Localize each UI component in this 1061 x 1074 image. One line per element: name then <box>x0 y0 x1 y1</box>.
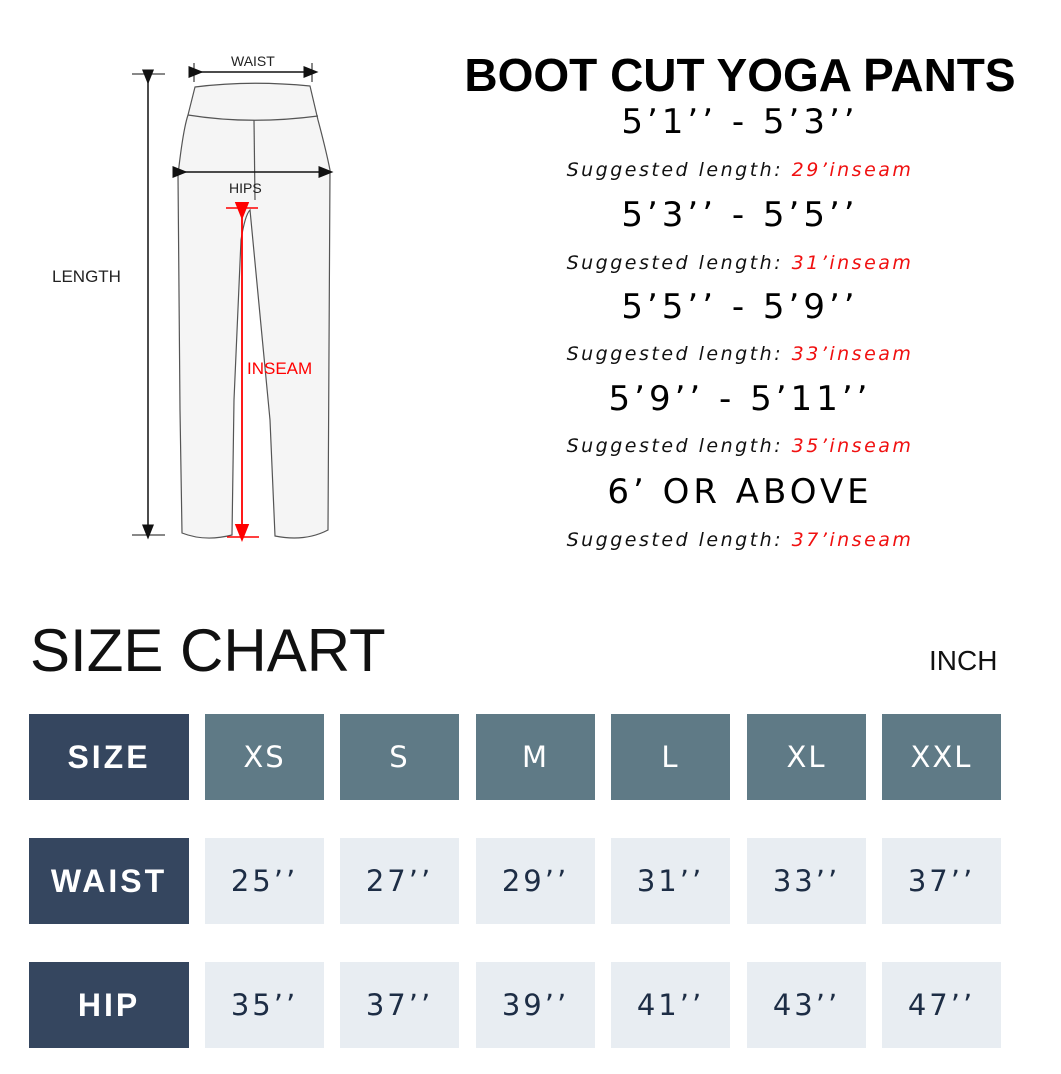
suggested-prefix: Suggested length: <box>566 343 792 365</box>
height-range: 5’5’’ - 5’9’’ <box>621 287 859 327</box>
suggested-inseam: 33’inseam <box>791 343 914 365</box>
waist-row-header: WAIST <box>29 838 189 924</box>
suggested-prefix: Suggested length: <box>566 529 792 551</box>
suggested-length: Suggested length: 35’inseam <box>440 435 1040 457</box>
suggested-prefix: Suggested length: <box>566 159 792 181</box>
inseam-arrow <box>226 202 259 542</box>
size-row-header: SIZE <box>29 714 189 800</box>
hip-value-cell: 47’’ <box>882 962 1001 1048</box>
size-column-header: S <box>340 714 459 800</box>
length-arrow <box>132 69 165 540</box>
suggested-inseam: 29’inseam <box>791 159 914 181</box>
waist-value-cell: 27’’ <box>340 838 459 924</box>
size-column-header: XS <box>205 714 324 800</box>
suggested-inseam: 31’inseam <box>791 252 914 274</box>
suggested-length: Suggested length: 29’inseam <box>440 159 1040 181</box>
suggested-length: Suggested length: 33’inseam <box>440 343 1040 365</box>
hip-row-header: HIP <box>29 962 189 1048</box>
waist-value-cell: 37’’ <box>882 838 1001 924</box>
height-range: 5’3’’ - 5’5’’ <box>621 195 859 235</box>
waist-value-cell: 33’’ <box>747 838 866 924</box>
unit-label: INCH <box>929 645 998 676</box>
size-column-header: M <box>476 714 595 800</box>
size-chart-title: SIZE CHART <box>30 617 386 684</box>
waist-value-cell: 29’’ <box>476 838 595 924</box>
height-range: 6’ OR ABOVE <box>607 472 873 512</box>
suggested-length: Suggested length: 37’inseam <box>440 529 1040 551</box>
hip-value-cell: 43’’ <box>747 962 866 1048</box>
pants-outline <box>177 82 331 539</box>
height-range: 5’9’’ - 5’11’’ <box>608 379 872 419</box>
page-title: BOOT CUT YOGA PANTS <box>464 49 1016 101</box>
waist-label: WAIST <box>231 53 275 69</box>
size-column-header: XXL <box>882 714 1001 800</box>
suggested-prefix: Suggested length: <box>566 435 792 457</box>
hip-value-cell: 35’’ <box>205 962 324 1048</box>
suggested-inseam: 35’inseam <box>791 435 914 457</box>
waist-arrow <box>188 63 319 82</box>
height-range: 5’1’’ - 5’3’’ <box>621 102 859 142</box>
suggested-length: Suggested length: 31’inseam <box>440 252 1040 274</box>
hip-value-cell: 41’’ <box>611 962 730 1048</box>
suggested-prefix: Suggested length: <box>566 252 792 274</box>
hip-value-cell: 39’’ <box>476 962 595 1048</box>
inseam-label: INSEAM <box>247 359 313 378</box>
hips-label: HIPS <box>229 180 262 196</box>
suggested-inseam: 37’inseam <box>791 529 914 551</box>
waist-value-cell: 25’’ <box>205 838 324 924</box>
size-column-header: L <box>611 714 730 800</box>
pants-diagram <box>132 63 334 542</box>
waist-value-cell: 31’’ <box>611 838 730 924</box>
hip-value-cell: 37’’ <box>340 962 459 1048</box>
size-column-header: XL <box>747 714 866 800</box>
length-label: LENGTH <box>52 267 121 286</box>
